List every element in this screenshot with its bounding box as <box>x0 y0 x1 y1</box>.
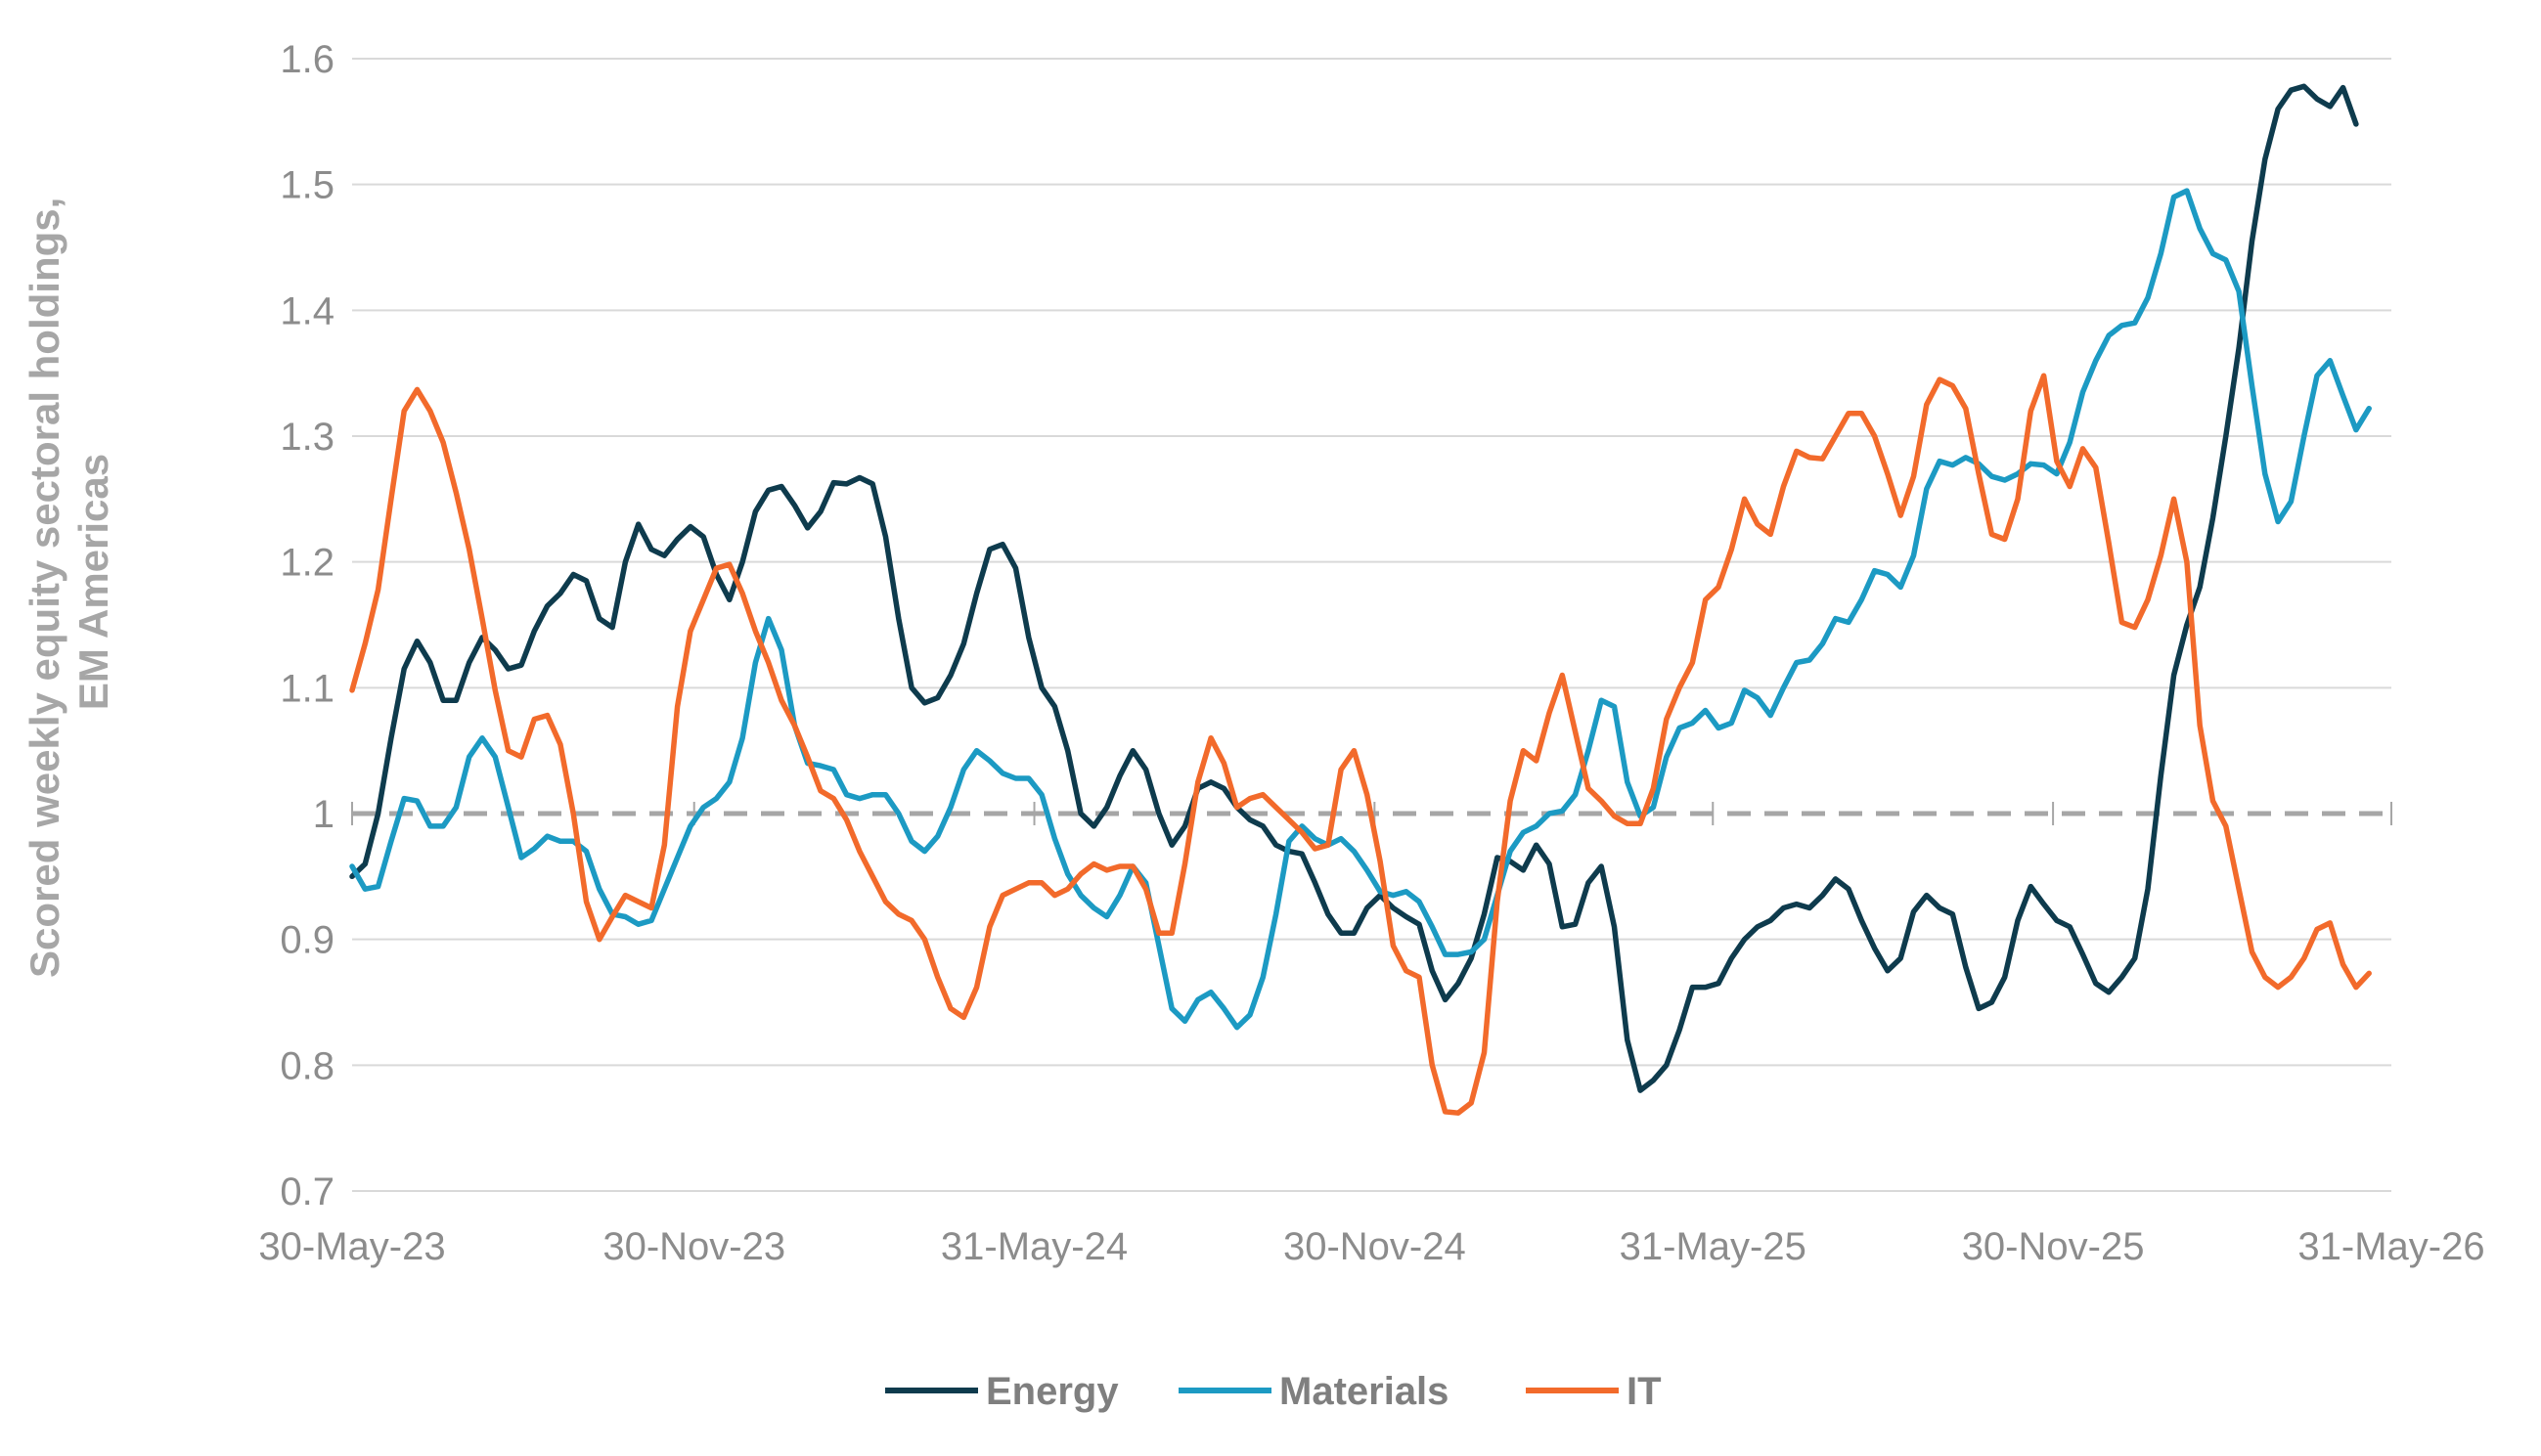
legend-label-it: IT <box>1627 1370 1662 1413</box>
series-line-energy <box>349 83 2359 1093</box>
y-tick-label: 1.5 <box>280 164 334 207</box>
y-tick-label: 1.3 <box>280 416 334 459</box>
x-tick-label: 30-Nov-23 <box>602 1225 785 1268</box>
y-tick-label: 0.8 <box>280 1044 334 1087</box>
x-tick-label: 30-Nov-24 <box>1283 1225 1466 1268</box>
x-tick-label: 30-May-23 <box>258 1225 445 1268</box>
y-tick-label: 0.9 <box>280 919 334 962</box>
y-axis-label: Scored weekly equity sectoral holdings, … <box>22 186 116 978</box>
x-axis-tick-labels: 30-May-23 30-Nov-23 31-May-24 30-Nov-24 31-M… <box>258 802 2485 1268</box>
y-tick-label: 1.2 <box>280 542 334 585</box>
y-tick-label: 0.7 <box>280 1170 334 1213</box>
y-axis-label-line-2: EM Americas <box>70 454 116 710</box>
series-line-it <box>349 373 2372 1116</box>
x-tick-label: 31-May-26 <box>2297 1225 2484 1268</box>
y-axis-tick-labels: 0.7 0.8 0.9 1 1.1 1.2 1.3 1.4 1.5 1.6 <box>280 38 334 1213</box>
legend: Energy Materials IT <box>885 1370 1662 1413</box>
y-axis-label-line-1: Scored weekly equity sectoral holdings, <box>22 198 67 978</box>
x-tick-label: 30-Nov-25 <box>1962 1225 2145 1268</box>
series-line-materials <box>349 188 2372 1031</box>
legend-label-materials: Materials <box>1279 1370 1449 1413</box>
y-tick-label: 1.4 <box>280 289 334 332</box>
grid-lines <box>352 58 2391 1192</box>
x-tick-label: 31-May-24 <box>941 1225 1128 1268</box>
x-tick-label: 31-May-25 <box>1620 1225 1806 1268</box>
series-lines <box>349 83 2372 1116</box>
y-tick-label: 1 <box>313 793 334 836</box>
legend-label-energy: Energy <box>986 1370 1119 1413</box>
y-tick-label: 1.1 <box>280 667 334 710</box>
y-tick-label: 1.6 <box>280 38 334 81</box>
